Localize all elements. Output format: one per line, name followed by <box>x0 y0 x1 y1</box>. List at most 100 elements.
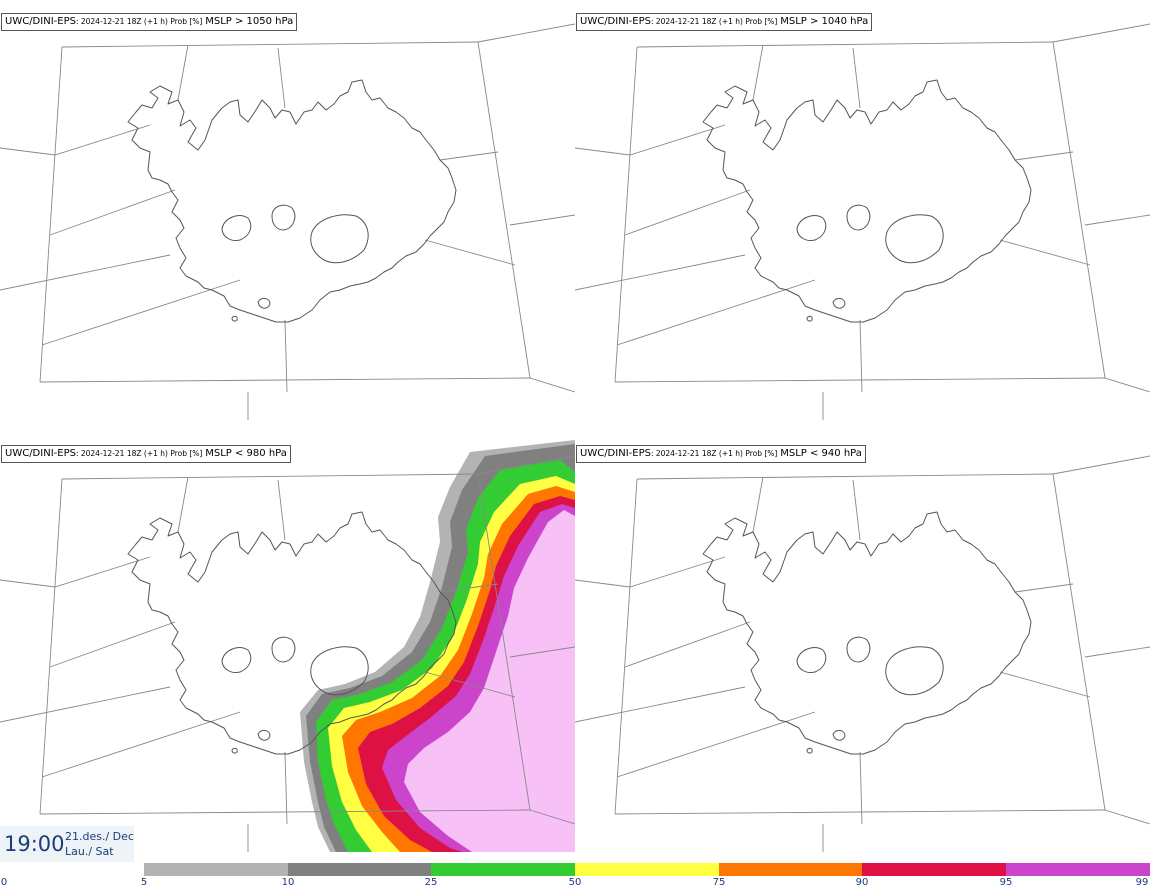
boundary-line <box>509 214 575 226</box>
coastline <box>127 79 457 323</box>
colorbar-bin <box>719 863 862 876</box>
prob-band-99 <box>404 510 575 852</box>
boundary-line <box>424 239 516 266</box>
boundary-line <box>477 455 575 475</box>
boundary-line <box>614 478 638 815</box>
boundary-line <box>636 473 1054 480</box>
coastline <box>702 511 1032 755</box>
map-panel-mslp-lt-980: UWC/DINI-EPS: 2024-12-21 18Z (+1 h) Prob… <box>0 432 575 852</box>
coastline <box>127 511 457 755</box>
coastline <box>702 79 1032 323</box>
run-info: : 2024-12-21 18Z (+1 h) Prob [%] <box>650 17 778 26</box>
run-info: : 2024-12-21 18Z (+1 h) Prob [%] <box>650 449 778 458</box>
region-boundaries <box>0 455 575 852</box>
boundary-line <box>575 686 746 723</box>
region-boundaries <box>575 455 1150 852</box>
variable-name: MSLP < 980 hPa <box>205 448 287 459</box>
boundary-line <box>752 44 764 101</box>
boundary-line <box>1084 214 1150 226</box>
iceland-coast <box>127 79 457 323</box>
boundary-line <box>752 476 764 533</box>
map-panel-mslp-gt-1050: UWC/DINI-EPS: 2024-12-21 18Z (+1 h) Prob… <box>0 0 575 420</box>
run-info: : 2024-12-21 18Z (+1 h) Prob [%] <box>75 449 203 458</box>
colorbar-tick-label: 25 <box>424 877 438 888</box>
model-name: UWC/DINI-EPS <box>5 16 76 27</box>
boundary-line <box>424 671 516 698</box>
boundary-line <box>439 151 499 161</box>
boundary-line <box>0 124 151 156</box>
colorbar-tick-label: 99 <box>1135 877 1149 888</box>
glacier-outline <box>221 647 252 673</box>
variable-name: MSLP > 1040 hPa <box>780 16 869 27</box>
boundary-line <box>0 686 171 723</box>
boundary-line <box>49 189 176 236</box>
boundary-line <box>177 476 189 533</box>
panel-title: UWC/DINI-EPS: 2024-12-21 18Z (+1 h) Prob… <box>1 445 291 463</box>
boundary-line <box>575 124 726 156</box>
variable-name: MSLP < 940 hPa <box>780 448 862 459</box>
boundary-line <box>61 41 479 48</box>
boundary-line <box>636 41 1054 48</box>
glacier-outline <box>846 204 871 231</box>
boundary-line <box>575 254 746 291</box>
boundary-line <box>477 23 575 43</box>
glacier-outline <box>832 297 846 309</box>
colorbar-bin <box>575 863 719 876</box>
glacier-outline <box>806 315 813 322</box>
glacier-outline <box>796 647 827 673</box>
boundary-line <box>277 47 286 109</box>
iceland-coast <box>702 79 1032 323</box>
boundary-line <box>39 809 531 815</box>
model-name: UWC/DINI-EPS <box>5 448 76 459</box>
boundary-line <box>1052 41 1106 379</box>
boundary-line <box>624 189 751 236</box>
boundary-line <box>616 279 816 346</box>
glacier-outline <box>271 636 296 663</box>
boundary-line <box>277 479 286 541</box>
boundary-line <box>39 377 531 383</box>
glacier-outline <box>796 215 827 241</box>
colorbar-tick-label: 90 <box>855 877 869 888</box>
boundary-line <box>477 41 531 379</box>
boundary-line <box>859 751 863 825</box>
glacier-outline <box>231 747 238 754</box>
map-panel-mslp-gt-1040: UWC/DINI-EPS: 2024-12-21 18Z (+1 h) Prob… <box>575 0 1150 420</box>
glacier-outline <box>257 297 271 309</box>
boundary-line <box>39 46 63 383</box>
colorbar-bin <box>862 863 1006 876</box>
panel-title: UWC/DINI-EPS: 2024-12-21 18Z (+1 h) Prob… <box>576 13 873 31</box>
boundary-line <box>1104 377 1150 393</box>
glacier-outline <box>806 747 813 754</box>
panel-title: UWC/DINI-EPS: 2024-12-21 18Z (+1 h) Prob… <box>1 13 298 31</box>
boundary-line <box>616 711 816 778</box>
panel-title: UWC/DINI-EPS: 2024-12-21 18Z (+1 h) Prob… <box>576 445 866 463</box>
boundary-line <box>0 556 151 588</box>
boundary-line <box>1104 809 1150 825</box>
iceland-coast <box>702 511 1032 755</box>
valid-time-box: 19:00 21.des./ Dec Lau./ Sat <box>0 826 134 862</box>
glacier-outline <box>271 204 296 231</box>
iceland-map <box>575 455 1150 852</box>
iceland-map <box>0 23 575 420</box>
boundary-line <box>439 583 499 593</box>
boundary-line <box>177 44 189 101</box>
colorbar-bin <box>431 863 575 876</box>
glacier-outline <box>310 646 369 696</box>
model-name: UWC/DINI-EPS <box>580 448 651 459</box>
colorbar-tick-label: 50 <box>568 877 582 888</box>
boundary-line <box>614 46 638 383</box>
glacier-outline <box>231 315 238 322</box>
boundary-line <box>477 473 531 811</box>
variable-name: MSLP > 1050 hPa <box>205 16 294 27</box>
colorbar-bin <box>288 863 431 876</box>
region-boundaries <box>575 23 1150 420</box>
iceland-map <box>575 23 1150 420</box>
boundary-line <box>41 279 241 346</box>
boundary-line <box>1052 23 1150 43</box>
glacier-outline <box>310 214 369 264</box>
boundary-line <box>999 239 1091 266</box>
boundary-line <box>852 479 861 541</box>
glacier-outline <box>846 636 871 663</box>
valid-time: 19:00 <box>4 832 65 856</box>
boundary-line <box>624 621 751 668</box>
